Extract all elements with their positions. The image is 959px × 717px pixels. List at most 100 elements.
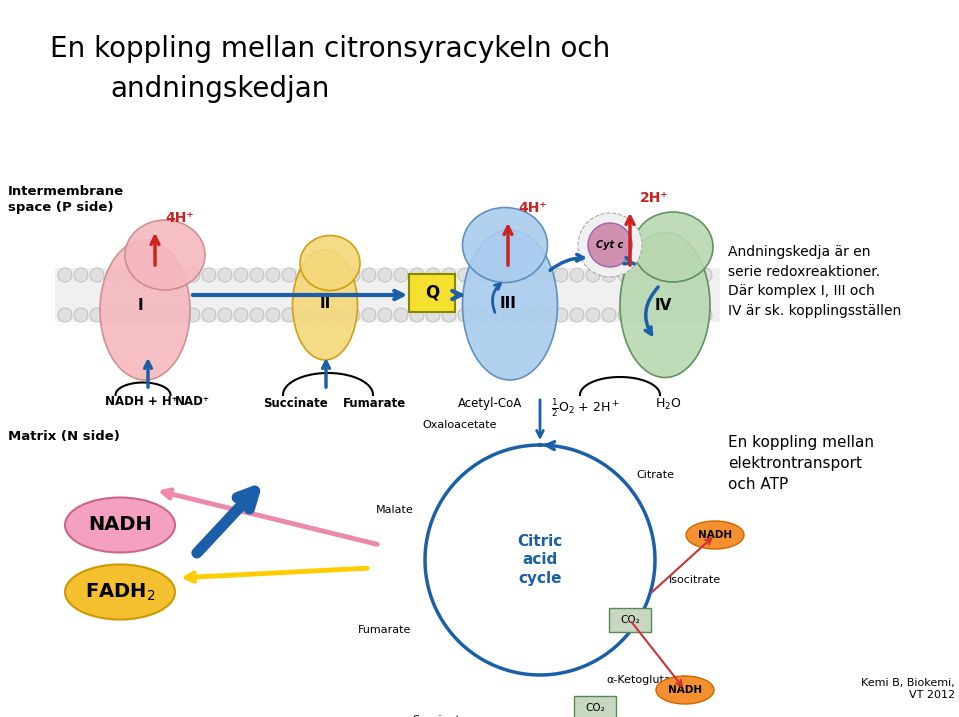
Bar (55, 268, 720, 322)
Circle shape (602, 308, 616, 322)
Text: $\frac{1}{2}$O$_2$ + 2H$^+$: $\frac{1}{2}$O$_2$ + 2H$^+$ (550, 397, 620, 419)
Circle shape (186, 308, 200, 322)
Circle shape (394, 268, 408, 282)
Circle shape (682, 268, 696, 282)
Text: Citric
acid
cycle: Citric acid cycle (517, 534, 563, 586)
Text: II: II (319, 295, 331, 310)
Text: Q: Q (425, 284, 439, 302)
Circle shape (106, 308, 120, 322)
Circle shape (588, 223, 632, 267)
Ellipse shape (65, 564, 175, 619)
Ellipse shape (300, 235, 360, 290)
FancyBboxPatch shape (574, 696, 616, 717)
Text: Kemi B, Biokemi,
VT 2012: Kemi B, Biokemi, VT 2012 (861, 678, 955, 700)
Circle shape (554, 268, 568, 282)
Ellipse shape (633, 212, 713, 282)
Circle shape (554, 308, 568, 322)
Circle shape (666, 268, 680, 282)
Circle shape (618, 308, 632, 322)
Text: CO₂: CO₂ (585, 703, 605, 713)
Circle shape (170, 308, 184, 322)
Circle shape (698, 308, 712, 322)
Circle shape (90, 268, 104, 282)
Circle shape (314, 308, 328, 322)
Circle shape (490, 268, 504, 282)
Text: NADH: NADH (88, 516, 152, 534)
Circle shape (698, 268, 712, 282)
Circle shape (170, 268, 184, 282)
Text: NADH + H⁺: NADH + H⁺ (105, 395, 177, 408)
Text: Succinate: Succinate (412, 715, 467, 717)
Circle shape (74, 268, 88, 282)
Circle shape (410, 308, 424, 322)
Ellipse shape (292, 250, 358, 360)
Text: Andningskedja är en
serie redoxreaktioner.
Där komplex I, III och
IV är sk. kopp: Andningskedja är en serie redoxreaktione… (728, 245, 901, 318)
Circle shape (458, 308, 472, 322)
Text: Cyt c: Cyt c (596, 240, 623, 250)
Text: Fumarate: Fumarate (343, 397, 407, 410)
Circle shape (218, 308, 232, 322)
FancyBboxPatch shape (609, 608, 651, 632)
Ellipse shape (686, 521, 744, 549)
Text: Succinate: Succinate (263, 397, 327, 410)
Circle shape (378, 268, 392, 282)
Circle shape (234, 268, 248, 282)
Circle shape (442, 268, 456, 282)
Circle shape (522, 268, 536, 282)
Circle shape (250, 308, 264, 322)
Circle shape (426, 268, 440, 282)
Circle shape (106, 268, 120, 282)
Circle shape (218, 268, 232, 282)
Circle shape (378, 308, 392, 322)
Circle shape (234, 308, 248, 322)
Ellipse shape (125, 220, 205, 290)
Circle shape (410, 268, 424, 282)
Text: Citrate: Citrate (636, 470, 674, 480)
Text: En koppling mellan citronsyracykeln och: En koppling mellan citronsyracykeln och (50, 35, 610, 63)
Text: NAD⁺: NAD⁺ (175, 395, 210, 408)
Circle shape (58, 268, 72, 282)
FancyBboxPatch shape (409, 274, 455, 312)
Circle shape (506, 268, 520, 282)
Circle shape (578, 213, 642, 277)
Circle shape (330, 268, 344, 282)
Text: Isocitrate: Isocitrate (669, 575, 721, 585)
Circle shape (266, 308, 280, 322)
Circle shape (538, 268, 552, 282)
Circle shape (122, 268, 136, 282)
Circle shape (330, 308, 344, 322)
Text: Oxaloacetate: Oxaloacetate (423, 420, 498, 430)
Circle shape (282, 268, 296, 282)
Text: NADH: NADH (698, 530, 732, 540)
Circle shape (58, 308, 72, 322)
Circle shape (442, 308, 456, 322)
Circle shape (154, 308, 168, 322)
Ellipse shape (620, 232, 710, 377)
Ellipse shape (656, 676, 714, 704)
Circle shape (666, 308, 680, 322)
Text: FADH$_2$: FADH$_2$ (84, 581, 155, 603)
Circle shape (570, 268, 584, 282)
Circle shape (250, 268, 264, 282)
Circle shape (266, 268, 280, 282)
Circle shape (522, 308, 536, 322)
Text: 2H⁺: 2H⁺ (640, 191, 668, 205)
Circle shape (346, 308, 360, 322)
Circle shape (634, 308, 648, 322)
Text: III: III (500, 295, 517, 310)
Circle shape (90, 308, 104, 322)
Ellipse shape (462, 207, 548, 282)
Circle shape (426, 308, 440, 322)
Circle shape (154, 268, 168, 282)
Circle shape (650, 308, 664, 322)
Text: andningskedjan: andningskedjan (110, 75, 330, 103)
Circle shape (346, 268, 360, 282)
Text: En koppling mellan
elektrontransport
och ATP: En koppling mellan elektrontransport och… (728, 435, 874, 492)
Circle shape (362, 268, 376, 282)
Circle shape (474, 308, 488, 322)
Text: α-Ketoglutarate: α-Ketoglutarate (606, 675, 693, 685)
Text: I: I (137, 298, 143, 313)
Circle shape (138, 268, 152, 282)
Circle shape (394, 308, 408, 322)
Circle shape (202, 308, 216, 322)
